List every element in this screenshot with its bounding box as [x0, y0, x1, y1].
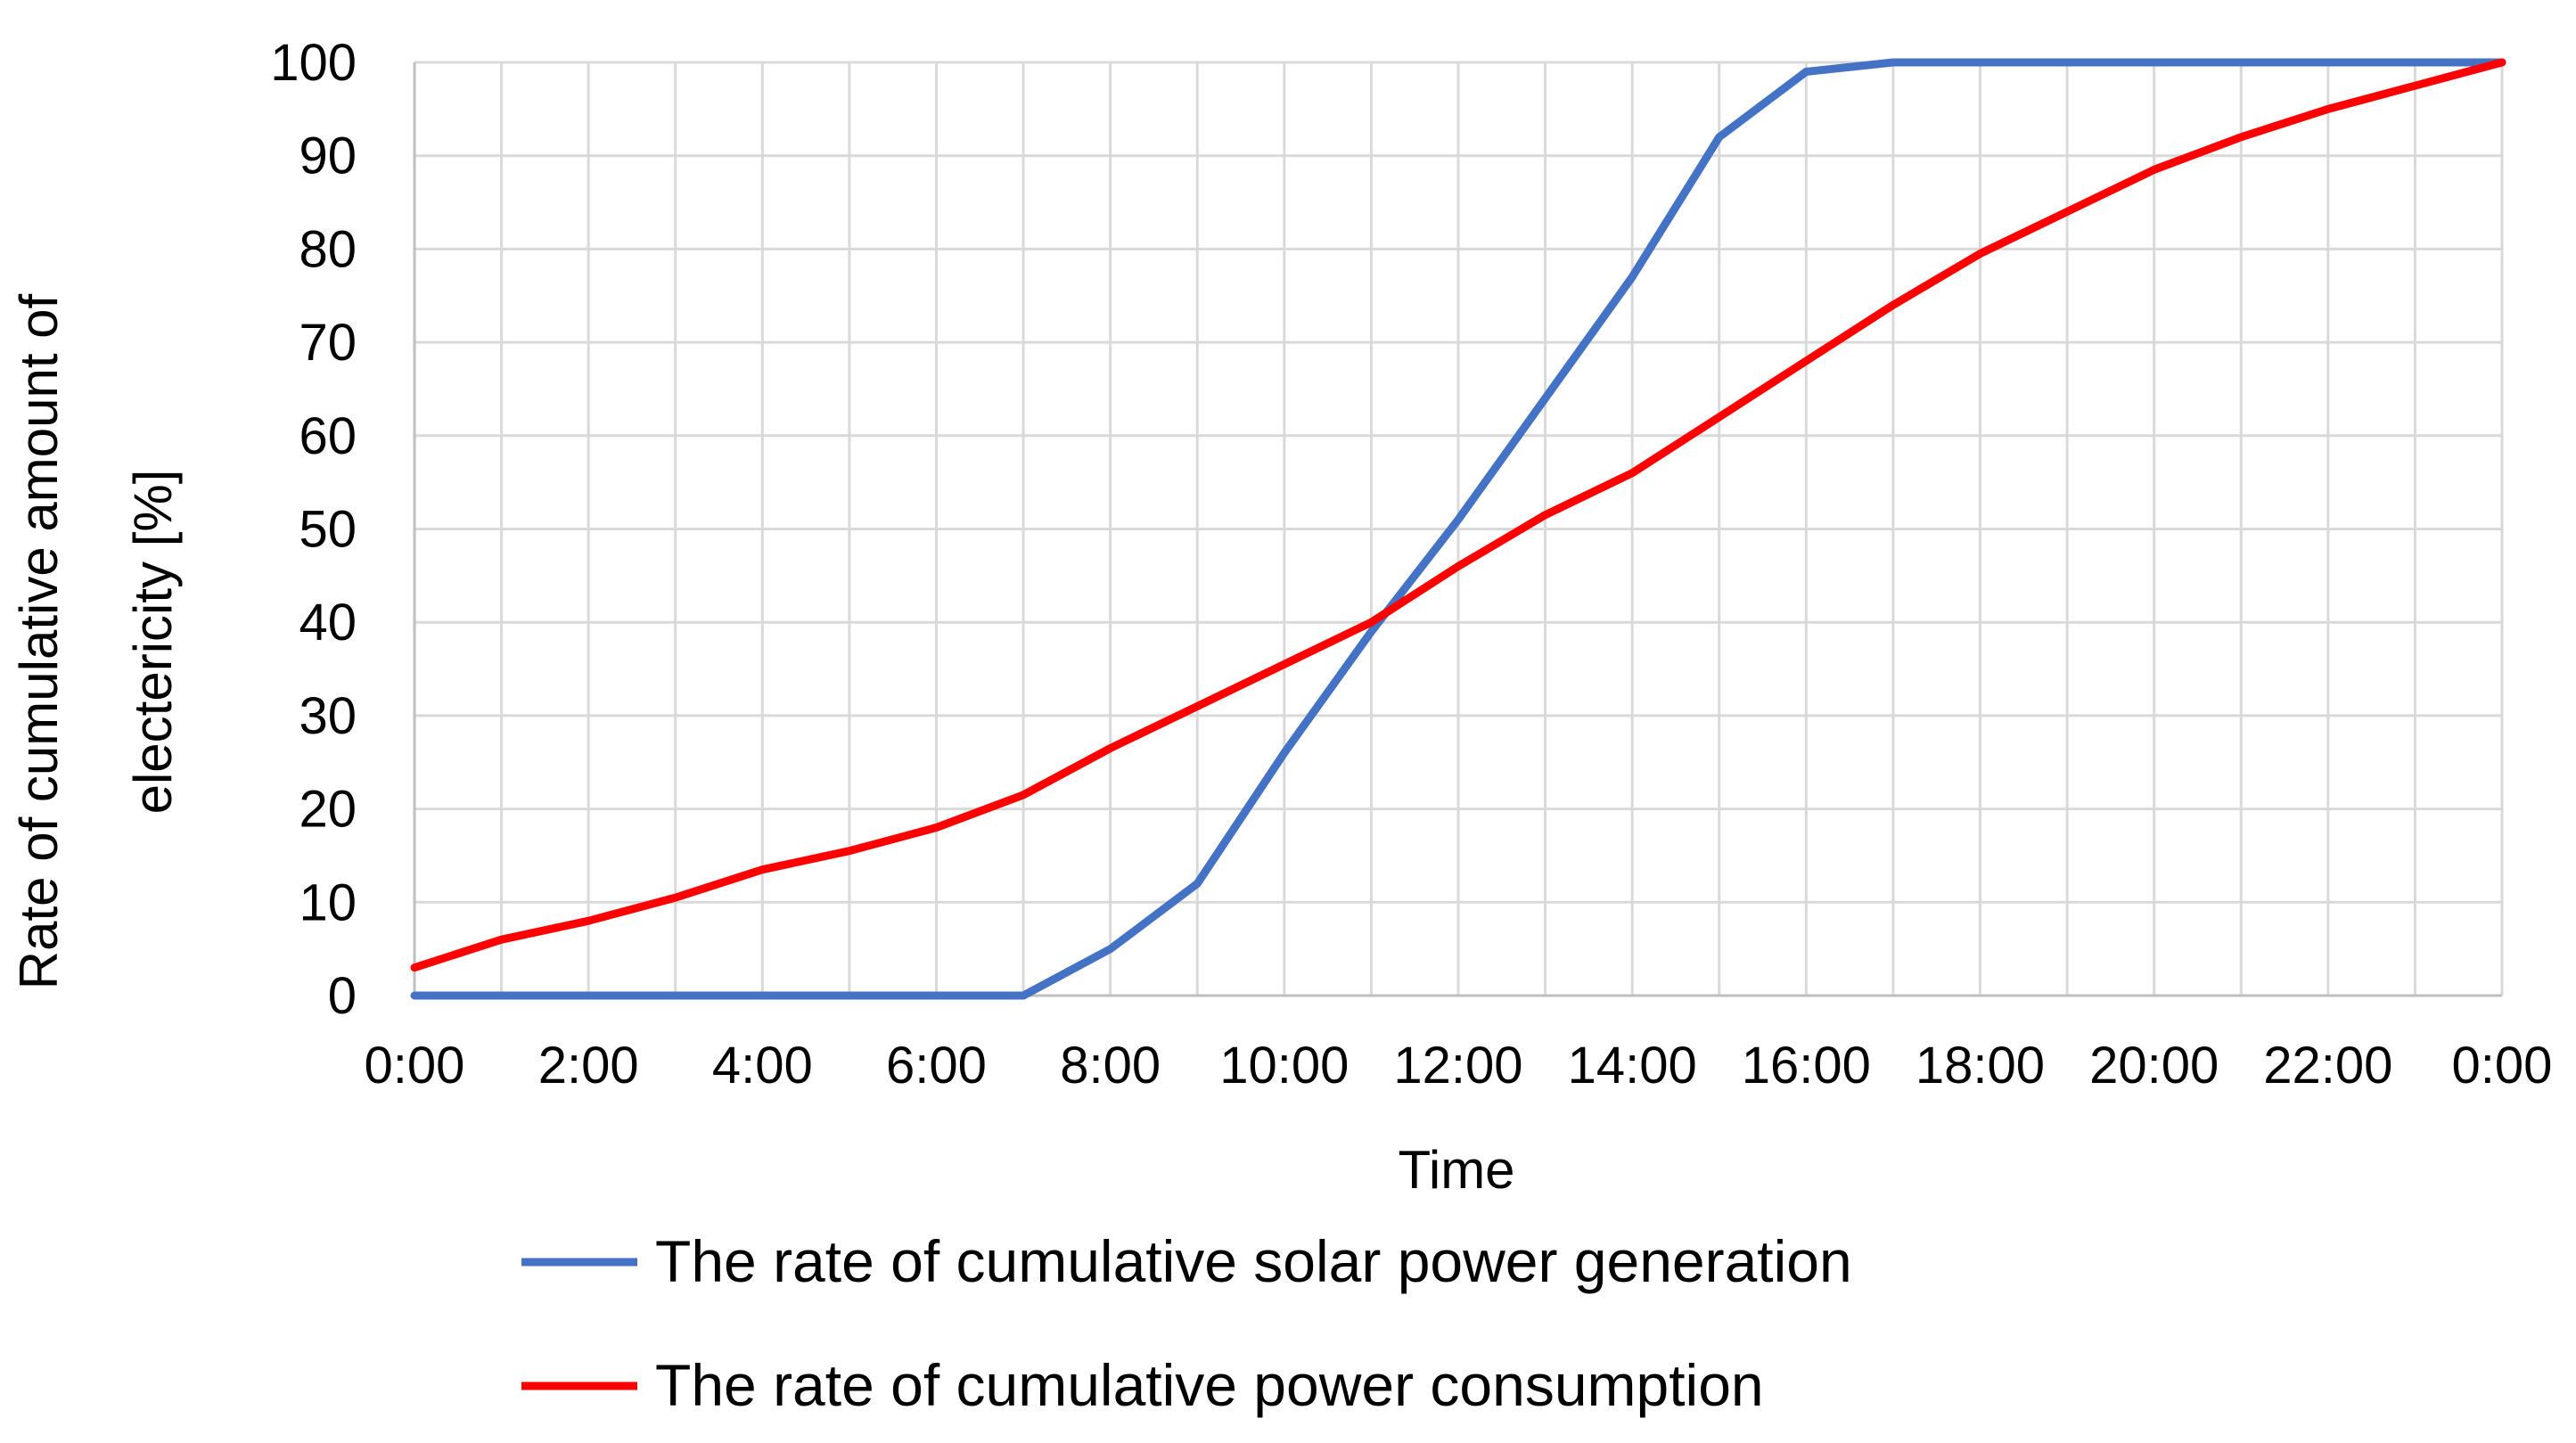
x-tick-label: 10:00 [1219, 1037, 1349, 1095]
legend-item-consumption[interactable]: The rate of cumulative power consumption [521, 1352, 1764, 1418]
x-tick-labels: 0:00 2:00 4:00 6:00 8:00 10:00 12:00 14:00 16:00… [365, 1037, 2553, 1095]
legend: The rate of cumulative solar power gener… [521, 1228, 1852, 1418]
y-axis-title-line-1: Rate of cumulative amount of [9, 293, 69, 989]
legend-label-consumption: The rate of cumulative power consumption [655, 1352, 1764, 1418]
y-tick-label: 0 [328, 967, 357, 1025]
series-line-solar-generation [410, 58, 2506, 1000]
x-tick-label: 8:00 [1060, 1037, 1161, 1095]
y-tick-label: 100 [270, 34, 357, 92]
y-tick-label: 50 [299, 501, 357, 559]
series-layer [410, 58, 2506, 1000]
x-tick-label: 14:00 [1568, 1037, 1697, 1095]
y-axis-title-line-2: electericity [%] [123, 470, 183, 815]
x-tick-label: 0:00 [365, 1037, 465, 1095]
x-tick-label: 6:00 [886, 1037, 987, 1095]
x-axis-title: Time [1398, 1140, 1514, 1200]
y-tick-label: 90 [299, 127, 357, 185]
legend-item-solar[interactable]: The rate of cumulative solar power gener… [521, 1228, 1852, 1294]
y-tick-label: 70 [299, 314, 357, 372]
y-axis-title: Rate of cumulative amount of electericit… [9, 293, 183, 989]
x-tick-label: 16:00 [1742, 1037, 1871, 1095]
y-tick-label: 40 [299, 594, 357, 652]
y-tick-label: 80 [299, 220, 357, 278]
y-tick-labels: 0 10 20 30 40 50 60 70 80 90 100 [270, 34, 357, 1025]
legend-label-solar: The rate of cumulative solar power gener… [655, 1228, 1852, 1294]
x-tick-label: 20:00 [2089, 1037, 2219, 1095]
x-tick-label: 12:00 [1393, 1037, 1522, 1095]
y-tick-label: 10 [299, 873, 357, 931]
series-line-power-consumption [410, 58, 2506, 972]
y-tick-label: 30 [299, 687, 357, 745]
x-tick-label: 0:00 [2452, 1037, 2553, 1095]
x-tick-label: 18:00 [1916, 1037, 2045, 1095]
x-tick-label: 22:00 [2263, 1037, 2392, 1095]
y-tick-label: 60 [299, 407, 357, 465]
x-tick-label: 4:00 [712, 1037, 813, 1095]
x-tick-label: 2:00 [538, 1037, 639, 1095]
y-tick-label: 20 [299, 781, 357, 839]
grid-layer [414, 61, 2504, 996]
